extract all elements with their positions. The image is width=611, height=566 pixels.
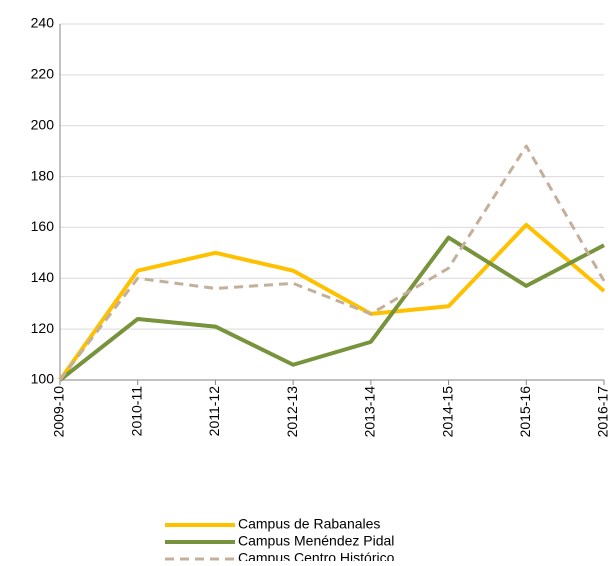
x-tick-label: 2014-15 <box>439 386 455 438</box>
legend-label: Campus de Rabanales <box>238 516 380 532</box>
legend-label: Campus Centro Histórico <box>238 550 395 561</box>
y-tick-label: 140 <box>31 269 55 285</box>
x-tick-label: 2009-10 <box>51 386 67 438</box>
x-tick-label: 2016-17 <box>595 386 611 438</box>
y-tick-label: 160 <box>31 218 55 234</box>
y-tick-label: 100 <box>31 371 55 387</box>
series-line <box>58 222 606 382</box>
y-tick-label: 220 <box>31 66 55 82</box>
x-tick-label: 2010-11 <box>128 386 144 437</box>
y-tick-label: 120 <box>31 320 55 336</box>
series-line <box>58 235 605 382</box>
y-tick-label: 200 <box>31 116 55 132</box>
series-line <box>58 144 606 381</box>
legend-label: Campus Menéndez Pidal <box>238 533 394 549</box>
y-tick-label: 180 <box>31 167 55 183</box>
x-tick-label: 2013-14 <box>362 386 378 438</box>
x-tick-label: 2015-16 <box>517 386 533 438</box>
y-tick-label: 240 <box>31 15 55 31</box>
x-tick-label: 2012-13 <box>284 386 300 438</box>
x-tick-label: 2011-12 <box>206 386 222 437</box>
